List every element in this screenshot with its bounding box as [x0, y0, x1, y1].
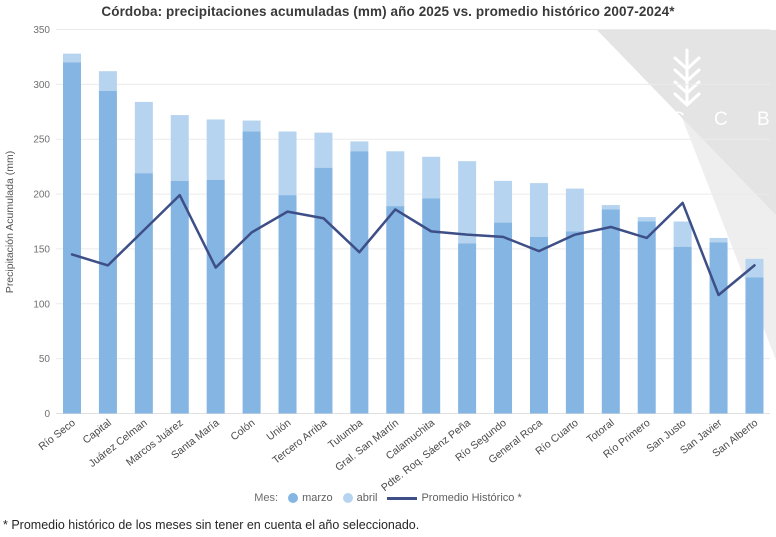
y-tick-label-250: 250 — [33, 135, 50, 146]
bar-marzo-general-roca[interactable] — [529, 236, 548, 414]
bar-marzo-san-javier[interactable] — [709, 242, 728, 414]
legend-prefix-label: Mes: — [254, 492, 279, 504]
bar-marzo-tercero-arriba[interactable] — [314, 167, 333, 414]
x-tick-label-colon: Colón — [228, 417, 257, 443]
bar-abril-general-roca[interactable] — [529, 183, 548, 237]
bar-marzo-gral-san-martin[interactable] — [386, 206, 405, 414]
x-tick-label-rio-seco: Río Seco — [36, 417, 78, 453]
bar-marzo-totoral[interactable] — [601, 209, 620, 414]
bar-marzo-pdte-roq-saenz-pena[interactable] — [458, 243, 477, 414]
bar-marzo-capital[interactable] — [98, 90, 117, 414]
bar-abril-juarez-celman[interactable] — [134, 101, 153, 174]
y-tick-label-300: 300 — [33, 80, 50, 91]
abril-swatch-icon — [342, 493, 353, 503]
bar-abril-santa-maria[interactable] — [206, 119, 225, 180]
bar-abril-union[interactable] — [278, 131, 297, 196]
y-tick-label-100: 100 — [33, 299, 50, 310]
x-tick-label-union: Unión — [264, 417, 293, 443]
y-tick-label-0: 0 — [44, 409, 50, 420]
x-tick-label-gral-san-martin: Gral. San Martín — [333, 417, 401, 474]
y-tick-label-150: 150 — [33, 244, 50, 255]
bar-marzo-juarez-celman[interactable] — [134, 173, 153, 414]
bar-abril-tercero-arriba[interactable] — [314, 132, 333, 168]
legend-label-marzo: marzo — [302, 492, 333, 504]
y-tick-label-350: 350 — [33, 25, 50, 36]
bar-marzo-marcos-juarez[interactable] — [170, 180, 189, 414]
bar-abril-san-javier[interactable] — [709, 237, 728, 243]
footnote: * Promedio histórico de los meses sin te… — [3, 518, 420, 532]
bar-abril-san-justo[interactable] — [673, 221, 692, 247]
legend-label-abril: abril — [356, 492, 378, 504]
bar-marzo-santa-maria[interactable] — [206, 179, 225, 414]
watermark-letters: B C C B A — [629, 109, 776, 130]
bar-marzo-rio-seco[interactable] — [63, 62, 81, 414]
bar-marzo-union[interactable] — [278, 195, 297, 414]
bar-abril-marcos-juarez[interactable] — [170, 115, 189, 181]
bar-marzo-san-alberto[interactable] — [745, 277, 764, 414]
bar-abril-colon[interactable] — [242, 120, 261, 132]
bar-abril-calamuchita[interactable] — [422, 156, 441, 199]
bar-marzo-calamuchita[interactable] — [422, 198, 441, 414]
bar-abril-totoral[interactable] — [601, 205, 620, 210]
bar-abril-tulumba[interactable] — [350, 141, 369, 152]
bar-abril-capital[interactable] — [98, 71, 117, 91]
legend-label-promedio: Promedio Histórico * — [421, 492, 522, 504]
bar-abril-rio-cuarto[interactable] — [565, 188, 584, 232]
legend-item-abril[interactable]: abril — [342, 492, 378, 504]
bar-marzo-rio-cuarto[interactable] — [565, 231, 584, 414]
chart-legend: Mes: marzo abril Promedio Histórico * — [0, 489, 776, 507]
watermark-triangle-dark — [597, 30, 776, 215]
bar-marzo-rio-primero[interactable] — [637, 221, 656, 414]
bar-abril-rio-primero[interactable] — [637, 217, 656, 222]
marzo-swatch-icon — [288, 493, 299, 503]
chart-title: Córdoba: precipitaciones acumuladas (mm)… — [101, 4, 675, 19]
bar-marzo-colon[interactable] — [242, 131, 261, 414]
y-axis-title: Precipitación Acumulada (mm) — [4, 151, 16, 293]
legend-item-marzo[interactable]: marzo — [288, 492, 333, 504]
bar-marzo-tulumba[interactable] — [350, 151, 369, 414]
legend-item-promedio[interactable]: Promedio Histórico * — [387, 492, 522, 504]
bar-abril-gral-san-martin[interactable] — [386, 151, 405, 207]
bar-abril-rio-seco[interactable] — [63, 53, 81, 63]
wheat-icon — [673, 48, 701, 108]
y-tick-label-50: 50 — [39, 354, 51, 365]
bar-marzo-san-justo[interactable] — [673, 246, 692, 414]
line-swatch-icon — [387, 496, 418, 500]
x-tick-label-totoral: Totoral — [584, 417, 616, 446]
bar-abril-pdte-roq-saenz-pena[interactable] — [458, 161, 477, 244]
bar-abril-san-alberto[interactable] — [745, 258, 764, 278]
watermark-banner: B C C B A — [597, 30, 776, 360]
bar-abril-rio-segundo[interactable] — [494, 180, 513, 223]
y-tick-label-200: 200 — [33, 190, 50, 201]
promedio-historico-line[interactable] — [70, 193, 756, 297]
bar-marzo-rio-segundo[interactable] — [494, 222, 513, 414]
